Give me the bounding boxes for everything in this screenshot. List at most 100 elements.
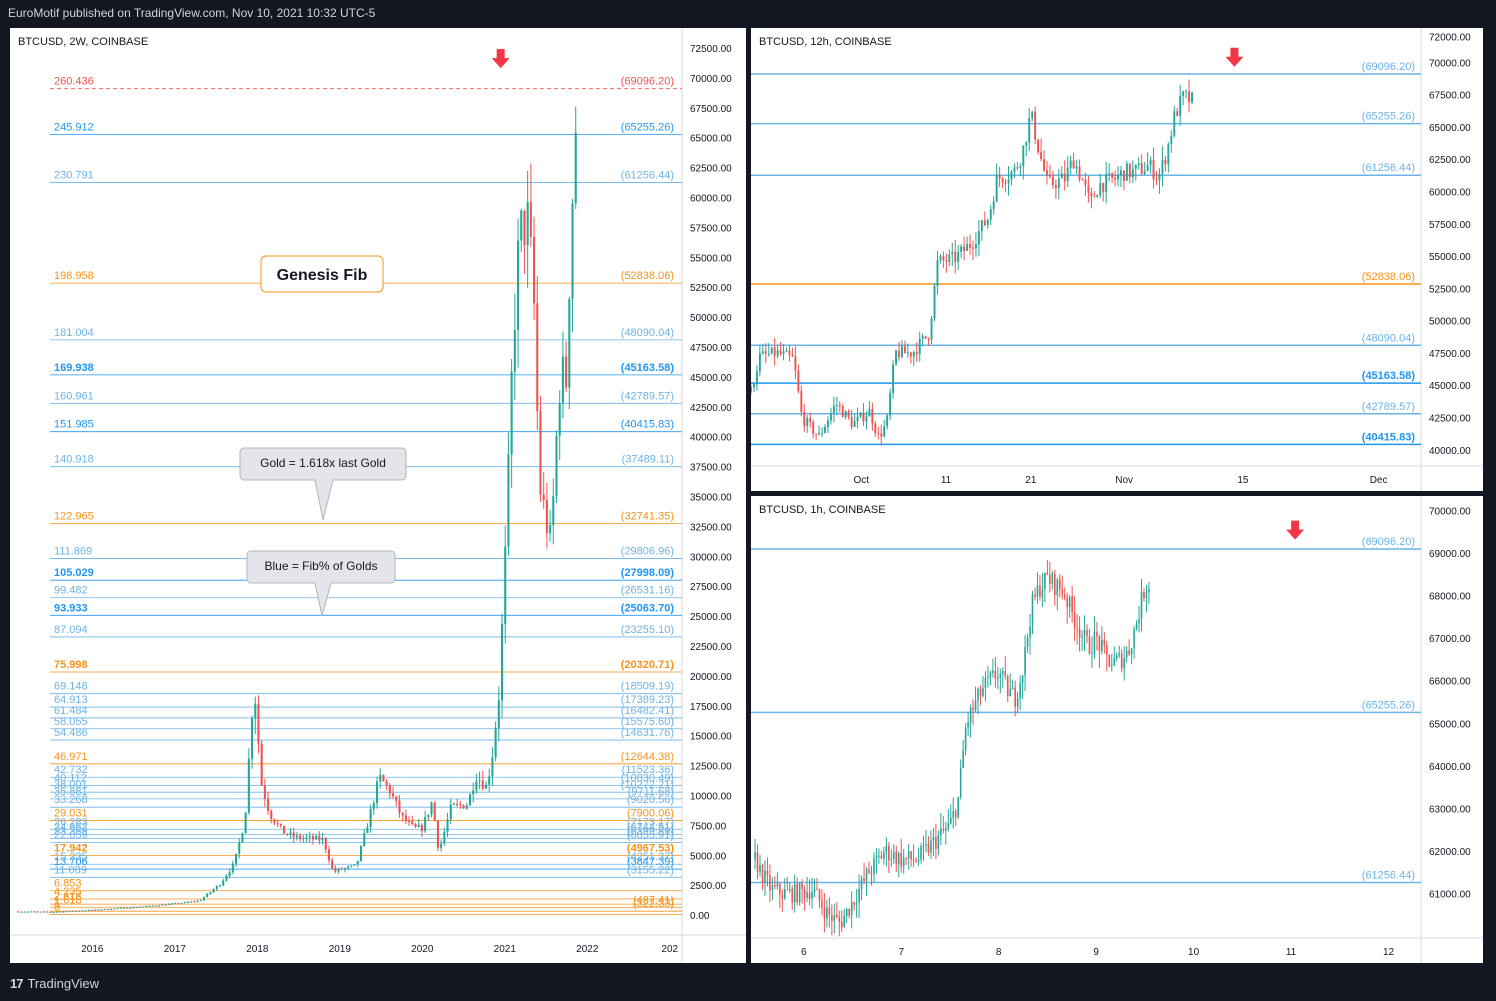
candle-body [892,364,895,393]
candle-body [81,910,84,912]
candle-body [199,900,202,902]
chart-panel-2w[interactable]: 72500.00 70000.00 67500.00 65000.00 62500.00… [10,28,746,963]
genesis-fib-callout-box[interactable] [260,255,384,293]
fib-ratio-label: 40.112 [54,773,87,785]
candle-body [558,403,561,436]
brand-footer[interactable]: 17 TradingView [10,976,99,991]
candle-body [382,775,385,782]
fib-ratio-label: 17.942 [54,843,88,855]
candle-body [764,351,767,354]
candle-body [828,907,831,915]
candle-body [835,405,838,407]
fib-price-label: (69096.20) [1362,536,1415,548]
fib-price-label: (42789.57) [1362,401,1415,413]
fib-ratio-label: 42.732 [54,764,88,776]
candle-body [126,907,129,909]
candle-body [930,318,933,340]
chart-svg-2w[interactable]: 72500.00 70000.00 67500.00 65000.00 62500.00… [10,28,746,963]
x-tick-label: 21 [1025,475,1037,486]
candle-body [263,785,266,799]
candle-body [292,832,295,838]
candle-body [52,911,55,913]
candle-body [452,803,455,805]
candle-body [1086,629,1088,637]
candle-body [324,838,327,850]
candle-body [947,823,950,829]
candle-body [986,219,989,226]
candle-body [847,411,850,417]
fib-ratio-label: 75.998 [54,659,88,671]
fib-price-label: (14631.76) [621,727,674,739]
candle-body [818,889,821,901]
candle-body [1051,176,1054,186]
candle-body [1146,165,1149,172]
candle-body [856,416,859,422]
fib-price-label: (42789.57) [621,390,674,402]
candle-body [244,812,247,834]
candle-body [873,858,875,874]
y-tick-label: 22500.00 [690,642,732,653]
candle-body [766,870,769,876]
candle-body [1113,658,1116,666]
fib-price-label: (40415.83) [621,419,674,431]
candle-body [571,203,574,299]
fib-price-label: (52838.06) [1362,271,1415,283]
candle-body [1004,182,1007,184]
candle-body [841,406,844,418]
candle-body [129,907,132,909]
candle-body [987,677,989,679]
fib-ratio-label: 111.869 [54,546,92,558]
candle-body [430,802,433,815]
y-tick-label: 52500.00 [1429,284,1471,295]
candle-body [49,911,52,913]
publisher-line: EuroMotif published on TradingView.com, … [8,6,376,20]
chart-svg-1h[interactable]: 70000.00 69000.00 68000.00 67000.00 66000.00… [751,496,1483,963]
chart-svg-12h[interactable]: 72000.00 70000.00 67500.00 65000.00 62500.00… [751,28,1483,491]
candle-body [995,174,998,202]
candle-body [1056,579,1059,595]
candle-body [462,804,465,809]
y-tick-label: 60000.00 [690,193,732,204]
candle-body [1101,639,1103,652]
candle-body [945,828,947,831]
candle-body [900,346,903,358]
fib-price-label: (7173.17) [627,816,674,828]
y-tick-label: 30000.00 [690,552,732,563]
candle-body [1011,687,1014,689]
chart-panel-12h[interactable]: 72000.00 70000.00 67500.00 65000.00 62500.00… [751,28,1483,491]
candle-body [158,905,161,907]
candle-body [1034,594,1036,597]
candle-body [877,432,880,434]
candle-body [116,908,119,910]
candle-body [228,872,231,876]
candle-body [769,875,771,891]
candle-body [74,910,77,912]
blue-rule-callout-box[interactable] [246,550,396,617]
candle-body [1066,167,1069,182]
candle-body [771,885,774,891]
candle-body [892,852,895,859]
candle-body [843,915,846,928]
candle-body [318,835,321,841]
candle-body [39,911,42,913]
chart-panel-1h[interactable]: 70000.00 69000.00 68000.00 67000.00 66000.00… [751,496,1483,963]
candle-body [836,915,838,917]
candle-body [770,347,773,354]
candle-body [1034,111,1037,140]
candle-body [983,220,986,226]
candle-body [33,911,36,913]
candle-body [565,356,568,388]
candle-body [420,824,423,832]
candle-body [568,298,571,388]
candle-body [959,768,962,797]
candle-body [1037,139,1040,153]
candle-body [764,870,766,884]
candle-body [1016,167,1019,169]
candle-body [520,210,523,241]
fib-price-label: (10272.21) [621,779,674,791]
candle-body [1128,163,1131,178]
candle-body [1115,655,1118,659]
gold-rule-callout-box[interactable] [239,447,407,521]
candle-body [196,900,199,902]
candle-body [1128,650,1130,655]
